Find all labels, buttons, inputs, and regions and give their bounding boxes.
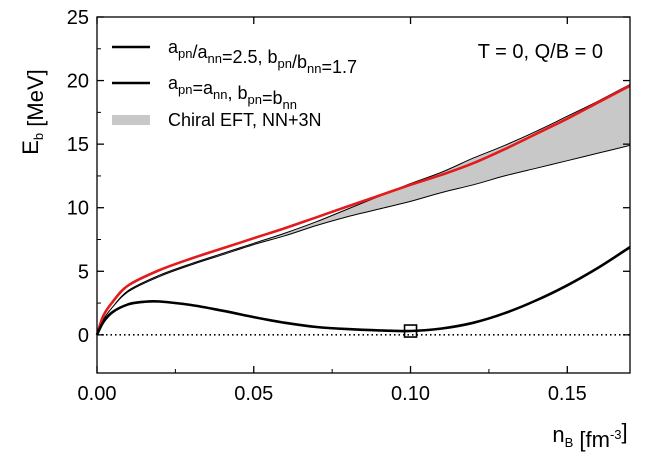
y-tick-label: 20 [67,71,89,93]
y-tick-label: 0 [78,325,89,347]
x-tick-label: 0.10 [391,383,430,405]
chart-annotation: T = 0, Q/B = 0 [478,41,603,63]
series-line-1 [95,246,631,336]
x-tick-label: 0.15 [548,383,587,405]
y-tick-label: 5 [78,261,89,283]
legend-label: Chiral EFT, NN+3N [168,110,322,130]
ticks-layer: 0.00 0.05 0.10 0.15 0 5 10 15 20 25 [67,7,630,405]
legend-label: apn=ann, bpn=bnn [168,73,297,112]
plot-frame [96,16,631,374]
y-tick-label: 25 [67,7,89,29]
y-tick-label: 10 [67,198,89,220]
legend-label: apn/ann=2.5, bpn/bnn=1.7 [168,37,357,77]
x-tick-label: 0.05 [234,383,273,405]
y-axis-label: Eb [MeV] [18,69,48,155]
series-line-0 [95,84,631,336]
legend-swatch [112,115,150,125]
saturation-marker [403,324,418,338]
y-tick-label: 15 [67,134,89,156]
x-axis-label: nB [fm-3] [552,419,627,452]
x-tick-label: 0.00 [78,383,117,405]
